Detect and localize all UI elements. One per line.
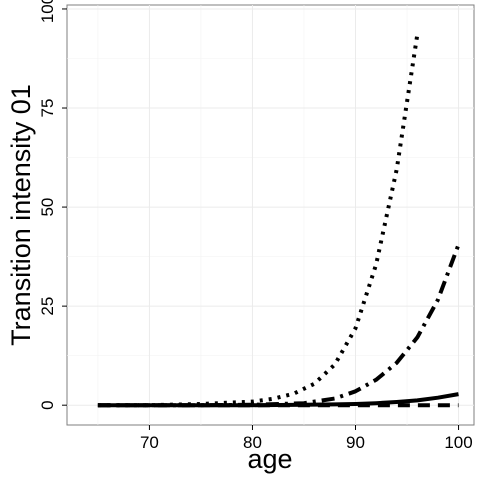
series-line-dotted xyxy=(97,34,420,408)
x-tick-label: 100 xyxy=(444,433,472,452)
y-tick-label: 0 xyxy=(38,400,57,409)
x-tick-label: 90 xyxy=(346,433,365,452)
plot-panel xyxy=(66,4,475,426)
x-axis: 70 80 90 100 xyxy=(140,425,473,452)
y-axis: 0 25 50 75 100 xyxy=(38,0,67,410)
x-tick-label: 80 xyxy=(243,433,262,452)
minor-grid xyxy=(67,5,474,425)
y-tick-label: 75 xyxy=(38,99,57,118)
y-tick-label: 100 xyxy=(38,0,57,23)
y-tick-label: 25 xyxy=(38,297,57,316)
series-line-dashdot xyxy=(97,243,461,408)
y-tick-label: 50 xyxy=(38,198,57,217)
x-axis-title: age xyxy=(247,444,292,474)
x-tick-label: 70 xyxy=(140,433,159,452)
series-layer xyxy=(97,34,461,408)
y-axis-title: Transition intensity 01 xyxy=(6,84,36,346)
